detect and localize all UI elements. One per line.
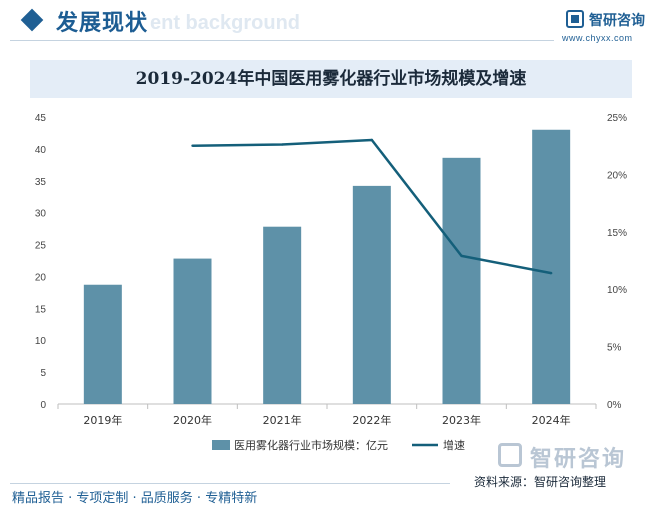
page-title: 发展现状 [56, 11, 149, 36]
y-right-tick-label: 0% [607, 400, 622, 411]
growth-point [549, 271, 553, 275]
y-left-tick-label: 25 [35, 241, 47, 252]
legend-bar-swatch [212, 440, 230, 450]
y-left-tick-label: 40 [35, 145, 47, 156]
y-left-tick-label: 0 [40, 400, 46, 411]
y-left-tick-label: 30 [35, 209, 47, 220]
legend-line-label: 增速 [443, 438, 465, 452]
header: ent background 发展现状 智研咨询 www.chyxx.com [0, 0, 660, 44]
footer-slogan: 精品报告 · 专项定制 · 品质服务 · 专精特新 [12, 491, 258, 506]
y-left-tick-label: 15 [35, 304, 47, 315]
y-left-tick-label: 35 [35, 177, 47, 188]
bar [442, 157, 481, 404]
chart-title: 2019-2024年中国医用雾化器行业市场规模及增速 [135, 69, 527, 89]
growth-point [460, 254, 463, 258]
bar [83, 284, 122, 404]
x-tick-label: 2023年 [442, 413, 481, 427]
watermark-logo-icon [498, 443, 522, 467]
bar [173, 258, 212, 404]
y-right-tick-label: 20% [607, 170, 627, 181]
growth-point [191, 144, 194, 147]
x-tick-label: 2019年 [83, 413, 122, 427]
y-right-tick-label: 10% [607, 285, 627, 296]
logo-url: www.chyxx.com [562, 33, 633, 43]
y-left-tick-label: 5 [40, 368, 46, 379]
y-right-tick-label: 15% [607, 228, 627, 239]
x-tick-label: 2021年 [263, 413, 302, 427]
y-left-tick-label: 20 [35, 272, 47, 283]
x-tick-label: 2022年 [352, 413, 391, 427]
x-tick-label: 2020年 [173, 413, 212, 427]
growth-point [280, 143, 284, 146]
logo-icon [566, 10, 584, 28]
source-note: 资料来源：智研咨询整理 [474, 475, 607, 489]
bar [263, 226, 302, 404]
y-left-tick-label: 10 [35, 336, 47, 347]
bar [352, 185, 391, 404]
y-right-tick-label: 5% [607, 343, 622, 354]
bar [532, 129, 571, 404]
growth-point [370, 138, 374, 142]
x-tick-label: 2024年 [532, 413, 571, 427]
watermark-text: 智研咨询 [530, 447, 627, 472]
chart-title-band [30, 60, 632, 98]
header-divider [10, 40, 554, 41]
header-ghost-text: ent background [150, 12, 301, 34]
footer-divider [10, 483, 450, 484]
legend-bar-label: 医用雾化器行业市场规模：亿元 [234, 438, 388, 452]
footer: 资料来源：智研咨询整理 精品报告 · 专项定制 · 品质服务 · 专精特新 [0, 475, 660, 509]
watermark: 智研咨询 [498, 441, 640, 473]
y-left-tick-label: 45 [35, 113, 47, 124]
y-right-tick-label: 25% [607, 113, 627, 124]
logo-name: 智研咨询 [589, 13, 645, 29]
